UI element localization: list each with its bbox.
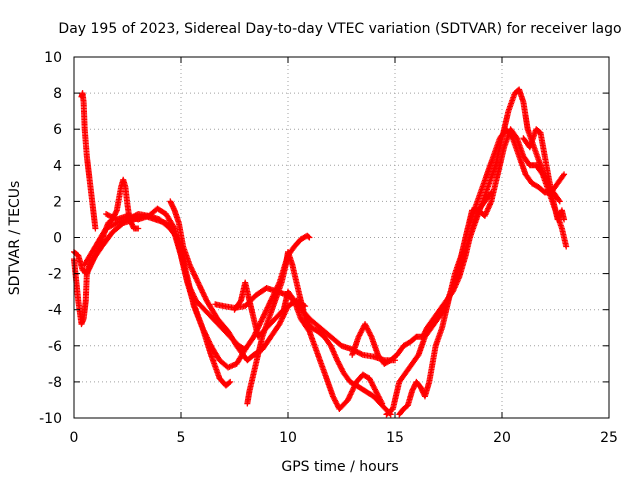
y-tick-label: 4 <box>53 158 62 174</box>
data-point-marker <box>561 216 568 223</box>
data-point-marker <box>237 298 244 305</box>
data-point-marker <box>563 243 570 250</box>
series-sat-m <box>456 126 570 268</box>
y-tick-label: 8 <box>53 86 62 102</box>
data-point-marker <box>306 234 313 241</box>
y-tick-label: 10 <box>44 50 62 66</box>
y-tick-label: -2 <box>48 267 62 283</box>
tick-labels: 0 5 10 15 20 25 -10 -8 -6 -4 -2 0 2 4 6 8 10 <box>39 50 618 446</box>
data-point-marker <box>560 172 567 179</box>
y-tick-label: -10 <box>39 411 62 427</box>
series-sat-b <box>78 90 99 232</box>
x-tick-label: 5 <box>177 430 186 446</box>
y-axis-label: SDTVAR / TECUs <box>7 181 23 296</box>
data-point-marker <box>226 379 233 386</box>
axis-ticks <box>73 56 610 419</box>
data-point-marker <box>170 224 177 231</box>
series-sat-f <box>167 198 309 364</box>
x-tick-label: 25 <box>600 430 618 446</box>
series-sat-a <box>71 212 249 353</box>
y-tick-label: 2 <box>53 194 62 210</box>
y-tick-label: -4 <box>48 303 62 319</box>
y-tick-label: -8 <box>48 375 62 391</box>
series-sat-n <box>520 126 568 223</box>
data-point-marker <box>305 233 312 240</box>
series-sat-i <box>244 248 394 418</box>
x-tick-label: 15 <box>386 430 404 446</box>
data-point-marker <box>135 225 142 232</box>
data-point-marker <box>92 225 99 232</box>
data-series <box>71 86 570 418</box>
y-tick-label: 0 <box>53 231 62 247</box>
x-tick-label: 0 <box>70 430 79 446</box>
x-axis-label: GPS time / hours <box>281 459 398 475</box>
x-tick-label: 20 <box>493 430 511 446</box>
data-point-marker <box>556 198 563 205</box>
y-tick-label: 6 <box>53 122 62 138</box>
data-point-marker <box>555 197 562 204</box>
x-tick-label: 10 <box>279 430 297 446</box>
data-point-marker <box>358 351 365 358</box>
data-point-marker <box>227 378 234 385</box>
data-point-marker <box>561 171 568 178</box>
y-tick-label: -6 <box>48 339 62 355</box>
chart-title: Day 195 of 2023, Sidereal Day-to-day VTE… <box>58 21 621 37</box>
